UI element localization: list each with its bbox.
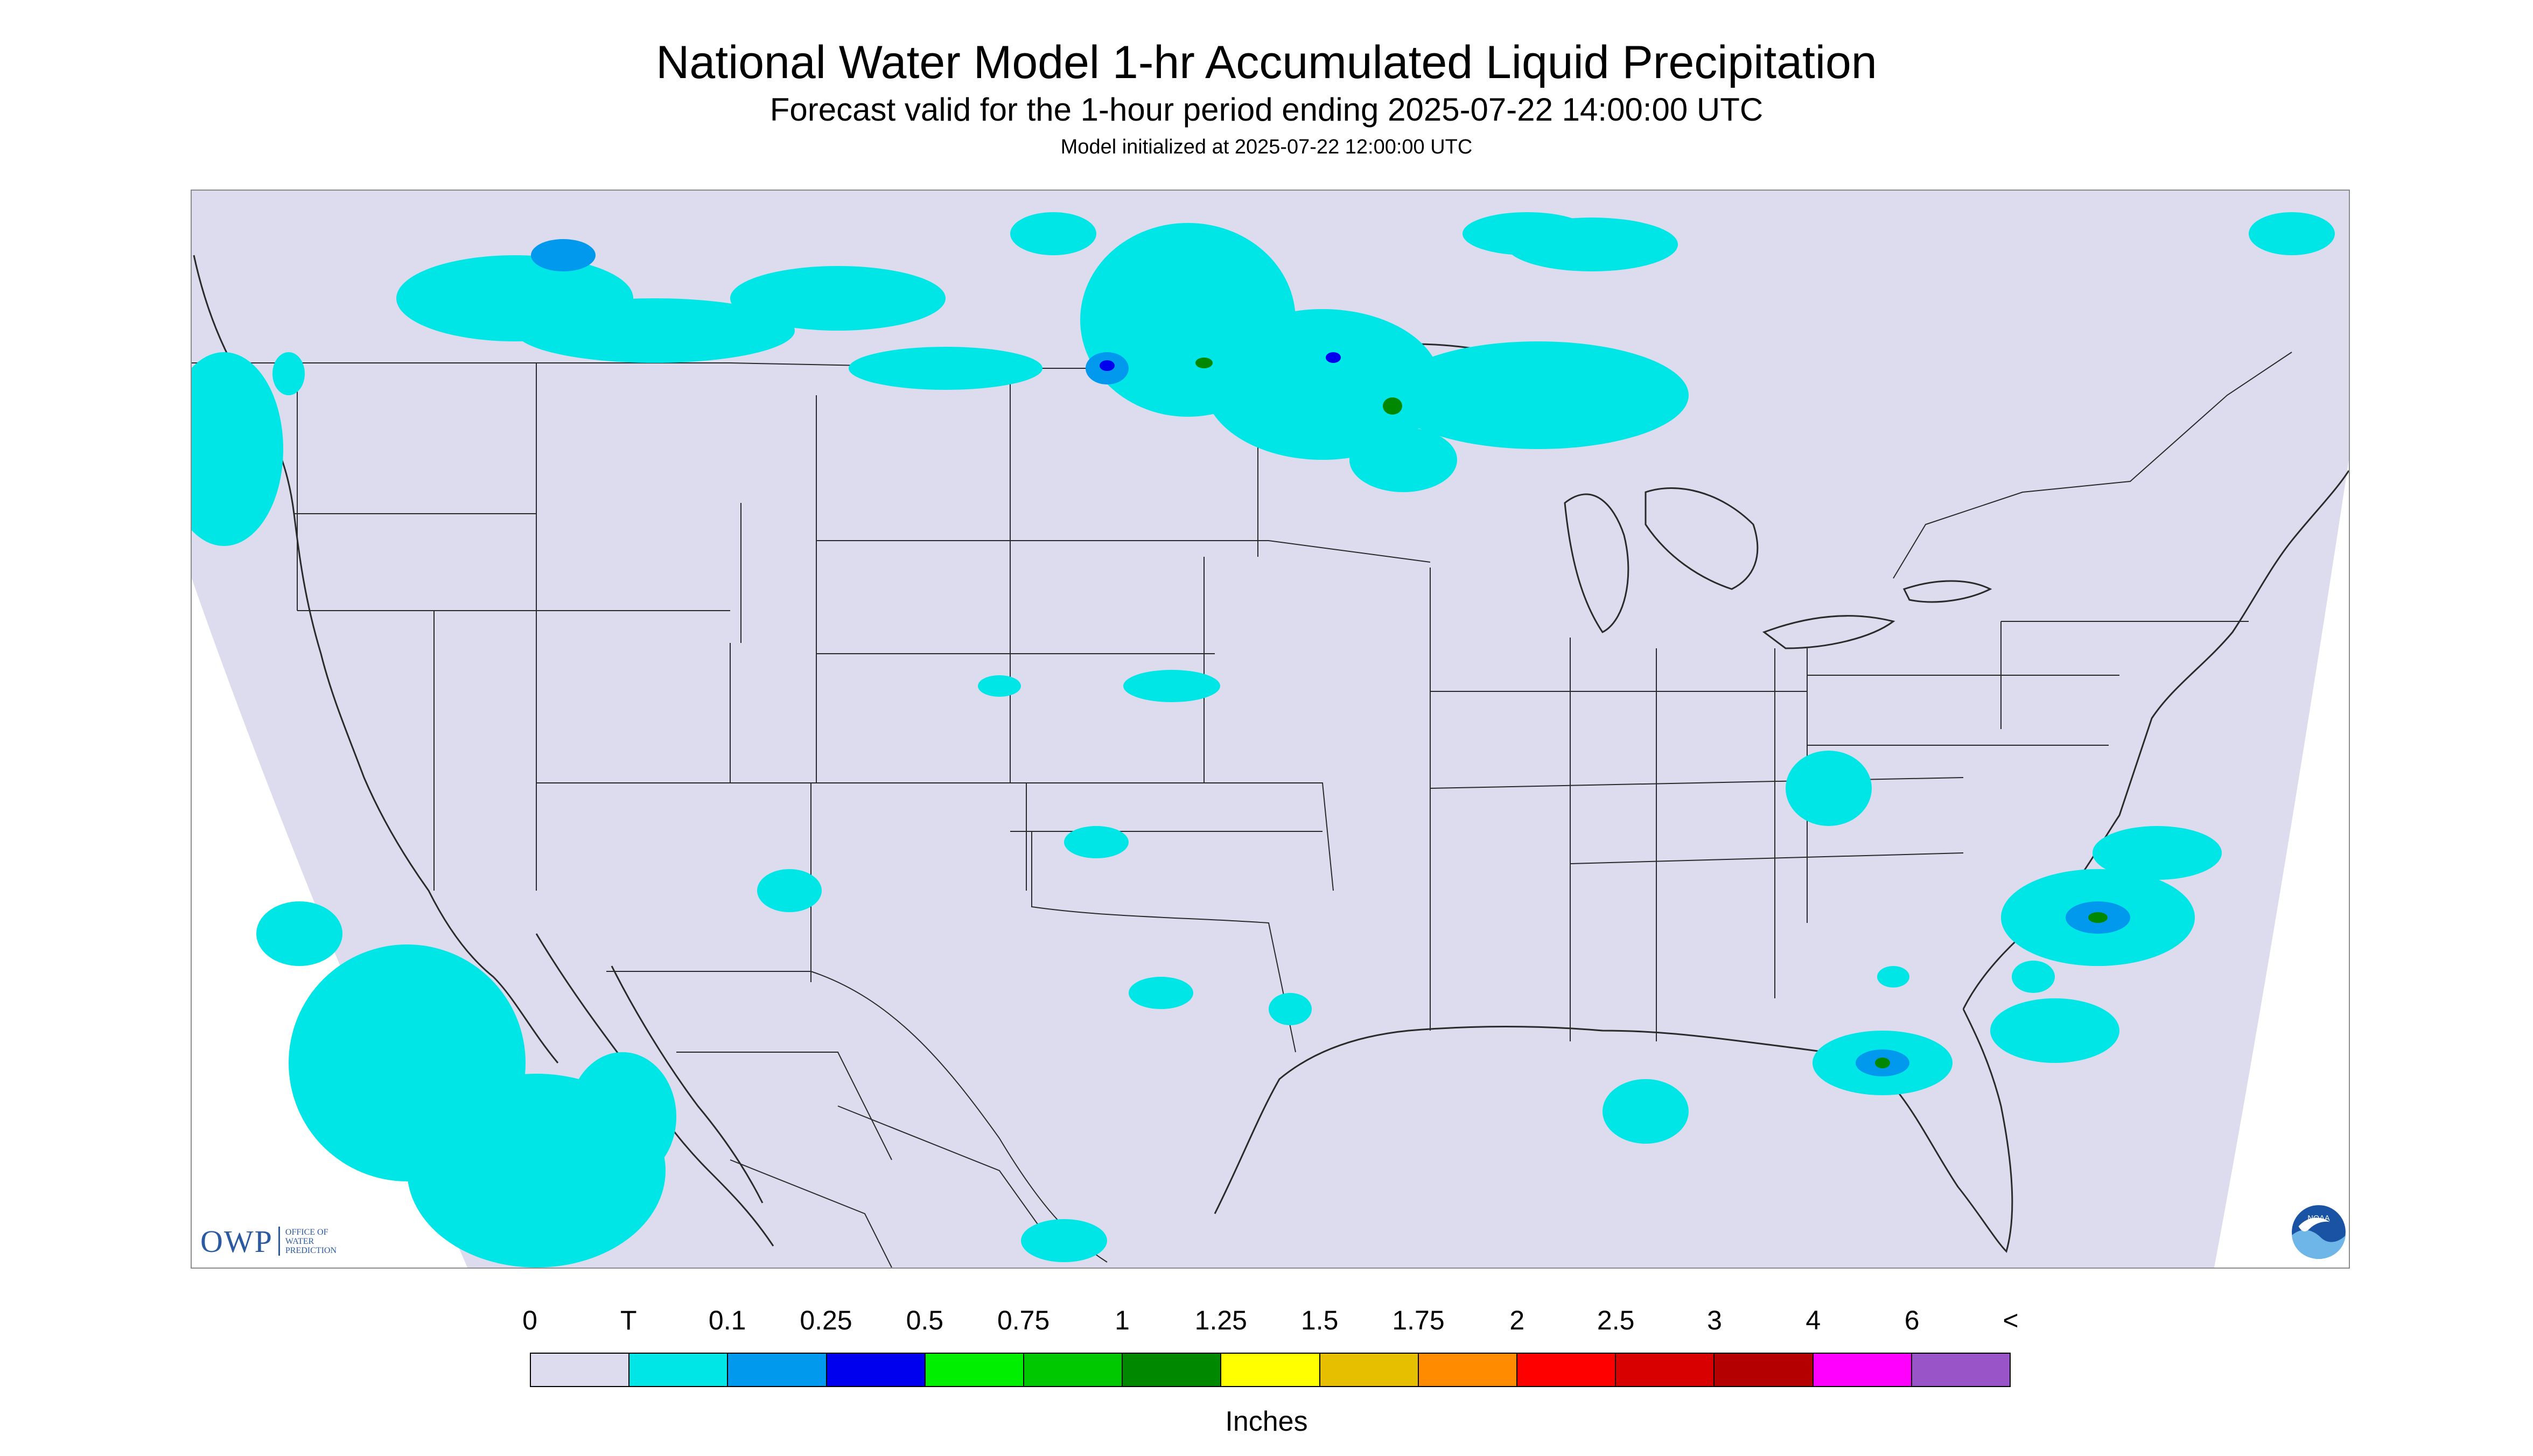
- legend-swatch-7: [1221, 1354, 1320, 1386]
- legend-label-7: 1.25: [1194, 1305, 1247, 1335]
- legend-label-6: 1: [1115, 1305, 1130, 1335]
- owp-name-line-2: WATER: [285, 1236, 314, 1246]
- legend-label-4: 0.5: [906, 1305, 944, 1335]
- legend-swatch-0: [531, 1354, 630, 1386]
- legend-label-15: <: [2003, 1305, 2019, 1335]
- owp-divider: [278, 1227, 280, 1256]
- noaa-logo: NOAA: [2292, 1205, 2346, 1259]
- owp-name-line-1: OFFICE OF: [285, 1227, 328, 1237]
- legend-swatch-10: [1517, 1354, 1617, 1386]
- owp-mark: OWP: [200, 1223, 273, 1259]
- owp-name-line-3: PREDICTION: [285, 1245, 337, 1255]
- legend-label-8: 1.5: [1300, 1305, 1339, 1335]
- map-canvas: [192, 191, 2349, 1268]
- legend-units: Inches: [1225, 1406, 1308, 1437]
- legend-swatch-2: [728, 1354, 827, 1386]
- legend-swatch-13: [1813, 1354, 1912, 1386]
- precipitation-areas: [192, 212, 2335, 1268]
- legend-swatch-11: [1616, 1354, 1715, 1386]
- legend-colorbar: [530, 1353, 2011, 1387]
- legend-label-3: 0.25: [800, 1305, 852, 1335]
- legend-label-5: 0.75: [997, 1305, 1050, 1335]
- legend-label-11: 2.5: [1597, 1305, 1635, 1335]
- legend-label-0: 0: [522, 1305, 537, 1335]
- legend-label-1: T: [620, 1305, 637, 1335]
- model-initialized-line: Model initialized at 2025-07-22 12:00:00…: [1060, 136, 1473, 158]
- precipitation-map: [191, 190, 2350, 1269]
- legend-label-14: 6: [1904, 1305, 1920, 1335]
- legend-swatch-3: [827, 1354, 926, 1386]
- map-title: National Water Model 1-hr Accumulated Li…: [656, 37, 1877, 88]
- legend-swatch-1: [629, 1354, 729, 1386]
- color-legend: 0 T 0.1 0.25 0.5 0.75 1 1.25 1.5 1.75 2 2.5 3 4 6 < Inc…: [0, 1292, 2533, 1454]
- precipitation-peak: [1195, 358, 2108, 1068]
- noaa-logo-text: NOAA: [2307, 1214, 2330, 1223]
- owp-name: OFFICE OF WATER PREDICTION: [285, 1228, 337, 1255]
- legend-label-12: 3: [1707, 1305, 1722, 1335]
- precipitation-heaviest: [1100, 352, 1341, 371]
- model-domain: [192, 191, 2349, 1268]
- legend-swatch-6: [1123, 1354, 1222, 1386]
- legend-swatch-9: [1418, 1354, 1518, 1386]
- legend-swatch-8: [1320, 1354, 1419, 1386]
- legend-label-2: 0.1: [708, 1305, 746, 1335]
- legend-label-9: 1.75: [1392, 1305, 1445, 1335]
- legend-swatch-5: [1024, 1354, 1123, 1386]
- forecast-valid-subtitle: Forecast valid for the 1-hour period end…: [769, 92, 1764, 128]
- legend-swatch-4: [925, 1354, 1025, 1386]
- owp-logo: OWP OFFICE OF WATER PREDICTION: [200, 1223, 337, 1259]
- legend-swatch-12: [1715, 1354, 1814, 1386]
- legend-label-13: 4: [1806, 1305, 1821, 1335]
- legend-swatch-14: [1912, 1354, 2010, 1386]
- legend-label-10: 2: [1509, 1305, 1525, 1335]
